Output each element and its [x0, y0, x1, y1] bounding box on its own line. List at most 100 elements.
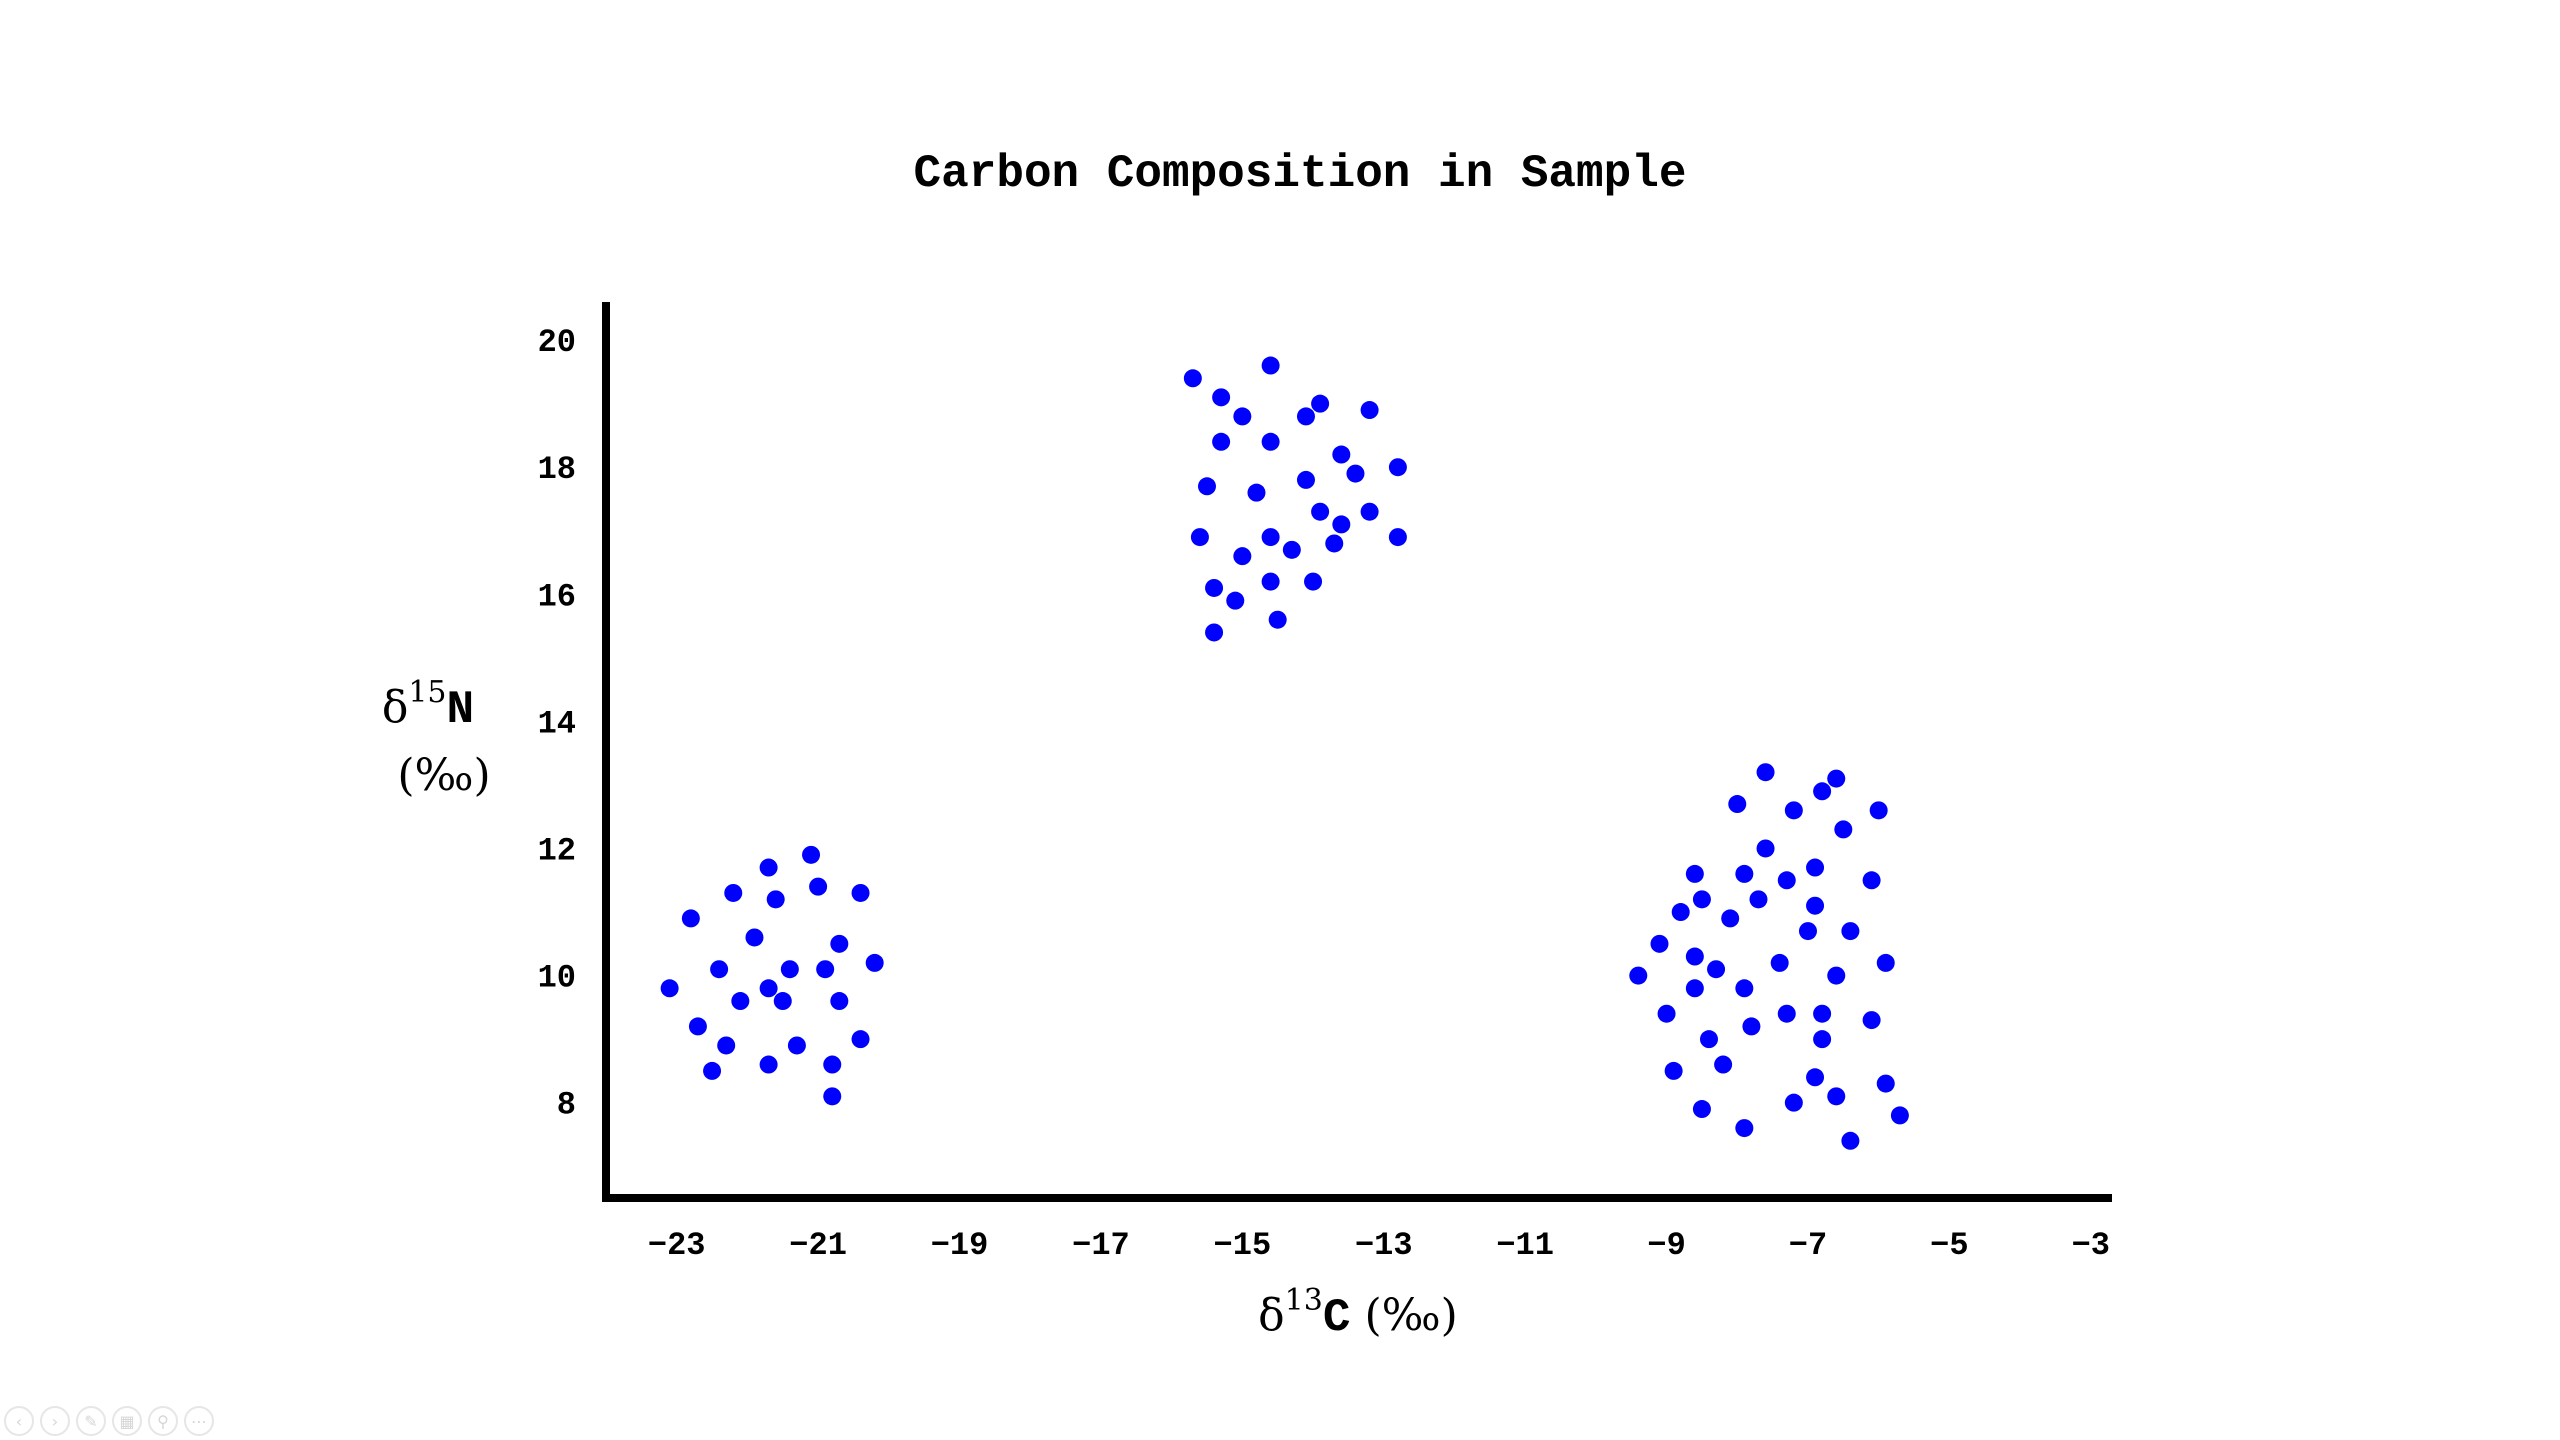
previous-slide-icon[interactable]: ‹ [4, 1406, 34, 1436]
data-point [1311, 502, 1330, 521]
x-tick-label: −23 [648, 1227, 706, 1264]
x-tick-label: −15 [1214, 1227, 1272, 1264]
x-tick-label: −3 [2072, 1227, 2110, 1264]
x-axis-label: δ13C (‰) [1258, 1283, 1458, 1344]
data-point [1841, 922, 1860, 941]
data-point [1657, 1004, 1676, 1023]
data-point [1869, 801, 1888, 820]
data-point [816, 960, 835, 979]
data-point [830, 934, 849, 953]
data-point [1699, 1030, 1718, 1049]
data-point [1728, 795, 1747, 814]
data-point [1827, 1087, 1846, 1106]
data-point [1777, 871, 1796, 890]
data-point [688, 1017, 707, 1036]
data-point [1247, 483, 1266, 502]
data-point [802, 845, 821, 864]
data-point [759, 858, 778, 877]
data-point [1664, 1061, 1683, 1080]
data-point [1735, 979, 1754, 998]
data-point [1862, 1011, 1881, 1030]
y-tick-label: 20 [538, 324, 576, 361]
more-options-icon[interactable]: ⋯ [184, 1406, 214, 1436]
data-point [1205, 623, 1224, 642]
data-point [1777, 1004, 1796, 1023]
data-point [1756, 763, 1775, 782]
data-point [1233, 407, 1252, 426]
data-point [830, 992, 849, 1011]
data-point [1332, 445, 1351, 464]
data-point [1756, 839, 1775, 858]
data-point [1304, 572, 1323, 591]
data-point [1876, 953, 1895, 972]
data-point [1629, 966, 1648, 985]
data-point [1735, 864, 1754, 883]
data-point [787, 1036, 806, 1055]
slides-grid-icon[interactable]: ▦ [112, 1406, 142, 1436]
next-slide-icon[interactable]: › [40, 1406, 70, 1436]
data-point [759, 1055, 778, 1074]
data-point [823, 1087, 842, 1106]
data-point [1388, 528, 1407, 547]
data-point [1332, 515, 1351, 534]
data-point [1296, 470, 1315, 489]
data-point [1212, 388, 1231, 407]
data-point [1183, 369, 1202, 388]
y-tick-label: 8 [557, 1087, 576, 1124]
pen-icon[interactable]: ✎ [76, 1406, 106, 1436]
data-point [1261, 356, 1280, 375]
data-point [1282, 540, 1301, 559]
x-tick-label: −9 [1647, 1227, 1685, 1264]
data-point [851, 883, 870, 902]
data-point [1233, 547, 1252, 566]
data-point [780, 960, 799, 979]
data-point [1261, 572, 1280, 591]
x-tick-label: −21 [789, 1227, 847, 1264]
data-point [1325, 534, 1344, 553]
data-point [865, 953, 884, 972]
data-point [1360, 502, 1379, 521]
data-point [809, 877, 828, 896]
data-point [766, 890, 785, 909]
data-point [717, 1036, 736, 1055]
data-point [1197, 477, 1216, 496]
data-point [660, 979, 679, 998]
y-tick-labels: 8 10 12 14 16 18 20 [538, 324, 576, 1124]
y-tick-label: 10 [538, 960, 576, 997]
data-point [1190, 528, 1209, 547]
data-point [1261, 528, 1280, 547]
data-point [1671, 903, 1690, 922]
data-point [823, 1055, 842, 1074]
data-point [1806, 858, 1825, 877]
data-point [745, 928, 764, 947]
data-point [681, 909, 700, 928]
zoom-icon[interactable]: ⚲ [148, 1406, 178, 1436]
data-point [1742, 1017, 1761, 1036]
y-axis-unit: (‰) [397, 750, 490, 801]
data-point [724, 883, 743, 902]
data-points [660, 356, 1909, 1150]
data-point [1205, 578, 1224, 597]
data-point [1806, 1068, 1825, 1087]
data-point [1827, 966, 1846, 985]
data-point [1813, 782, 1832, 801]
data-point [1784, 801, 1803, 820]
data-point [1890, 1106, 1909, 1125]
x-tick-label: −17 [1072, 1227, 1130, 1264]
data-point [1749, 890, 1768, 909]
data-point [1798, 922, 1817, 941]
y-tick-label: 18 [538, 451, 576, 488]
data-point [1296, 407, 1315, 426]
data-point [1268, 610, 1287, 629]
data-point [1685, 979, 1704, 998]
data-point [773, 992, 792, 1011]
data-point [1650, 934, 1669, 953]
data-point [710, 960, 729, 979]
x-tick-label: −11 [1496, 1227, 1554, 1264]
data-point [1685, 947, 1704, 966]
data-point [1770, 953, 1789, 972]
chart-title: Carbon Composition in Sample [914, 148, 1687, 200]
data-point [1714, 1055, 1733, 1074]
y-tick-label: 12 [538, 832, 576, 869]
